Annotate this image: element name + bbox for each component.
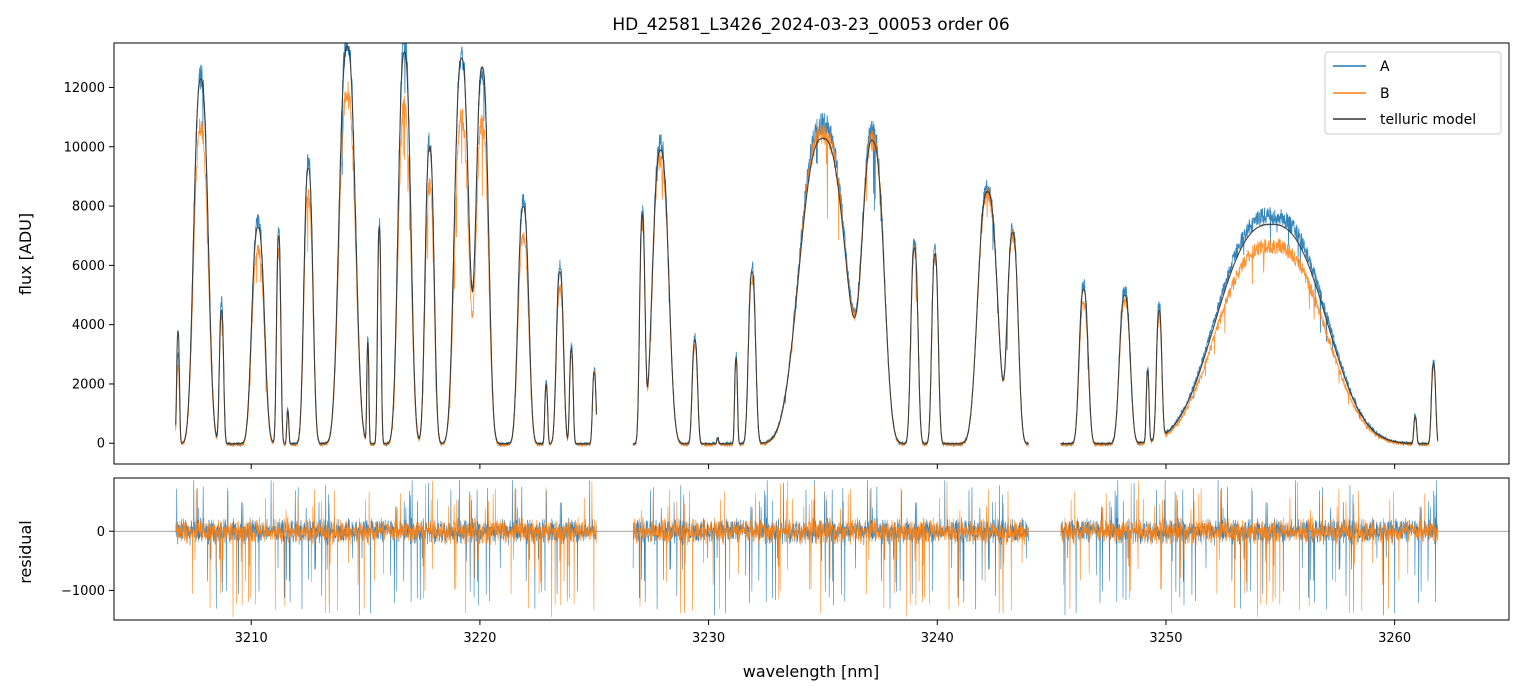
series-b-line bbox=[1060, 238, 1439, 448]
residual-y-axis-label: residual bbox=[16, 520, 35, 583]
x-tick-label: 3240 bbox=[921, 631, 954, 646]
residual-panel: −1000 0 3210 3220 3230 3240 3250 3260 residual… bbox=[16, 477, 1510, 681]
flux-y-tick-label: 6000 bbox=[72, 259, 105, 274]
flux-plot-area bbox=[175, 43, 1439, 448]
x-tick-label: 3260 bbox=[1378, 631, 1411, 646]
flux-y-tick-label: 0 bbox=[97, 437, 105, 452]
flux-y-tick-label: 2000 bbox=[72, 377, 105, 392]
x-tick-label: 3210 bbox=[235, 631, 268, 646]
residual-a-line bbox=[1060, 479, 1439, 616]
flux-y-tick-label: 4000 bbox=[72, 318, 105, 333]
x-axis-label: wavelength [nm] bbox=[743, 662, 880, 681]
telluric-model-line bbox=[1060, 223, 1439, 446]
flux-x-ticks bbox=[250, 464, 1396, 469]
legend-box bbox=[1324, 51, 1502, 135]
residual-y-tick-label: 0 bbox=[97, 525, 105, 540]
series-a-line bbox=[175, 43, 597, 448]
residual-plot-area bbox=[114, 479, 1509, 617]
x-tick-label: 3230 bbox=[692, 631, 725, 646]
legend-label-a: A bbox=[1380, 59, 1390, 75]
residual-y-ticks: −1000 0 bbox=[61, 525, 114, 599]
flux-y-tick-label: 10000 bbox=[64, 140, 105, 155]
x-tick-label: 3220 bbox=[463, 631, 496, 646]
residual-x-ticks: 3210 3220 3230 3240 3250 3260 bbox=[235, 620, 1411, 646]
residual-a-line bbox=[175, 479, 597, 616]
flux-y-axis-label: flux [ADU] bbox=[16, 213, 35, 295]
legend: A B telluric model bbox=[1324, 51, 1502, 135]
flux-axes-frame bbox=[113, 42, 1510, 465]
residual-b-line bbox=[175, 480, 597, 617]
residual-b-line bbox=[1060, 480, 1439, 617]
residual-y-tick-label: −1000 bbox=[61, 584, 105, 599]
series-b-line bbox=[175, 81, 597, 448]
residual-b-line bbox=[632, 480, 1029, 617]
legend-label-b: B bbox=[1380, 86, 1390, 102]
series-b-line bbox=[632, 124, 1029, 448]
chart-title: HD_42581_L3426_2024-03-23_00053 order 06 bbox=[612, 15, 1009, 35]
flux-panel: HD_42581_L3426_2024-03-23_00053 order 06… bbox=[16, 15, 1510, 469]
legend-label-telluric-model: telluric model bbox=[1380, 112, 1476, 128]
residual-axes-frame bbox=[113, 477, 1510, 621]
flux-y-tick-label: 8000 bbox=[72, 200, 105, 215]
series-a-line bbox=[632, 113, 1029, 448]
telluric-model-line bbox=[632, 137, 1029, 445]
flux-y-tick-label: 12000 bbox=[64, 81, 105, 96]
telluric-model-line bbox=[175, 45, 597, 445]
flux-y-ticks: 0 2000 4000 6000 8000 10000 12000 bbox=[64, 81, 114, 452]
x-tick-label: 3250 bbox=[1149, 631, 1182, 646]
